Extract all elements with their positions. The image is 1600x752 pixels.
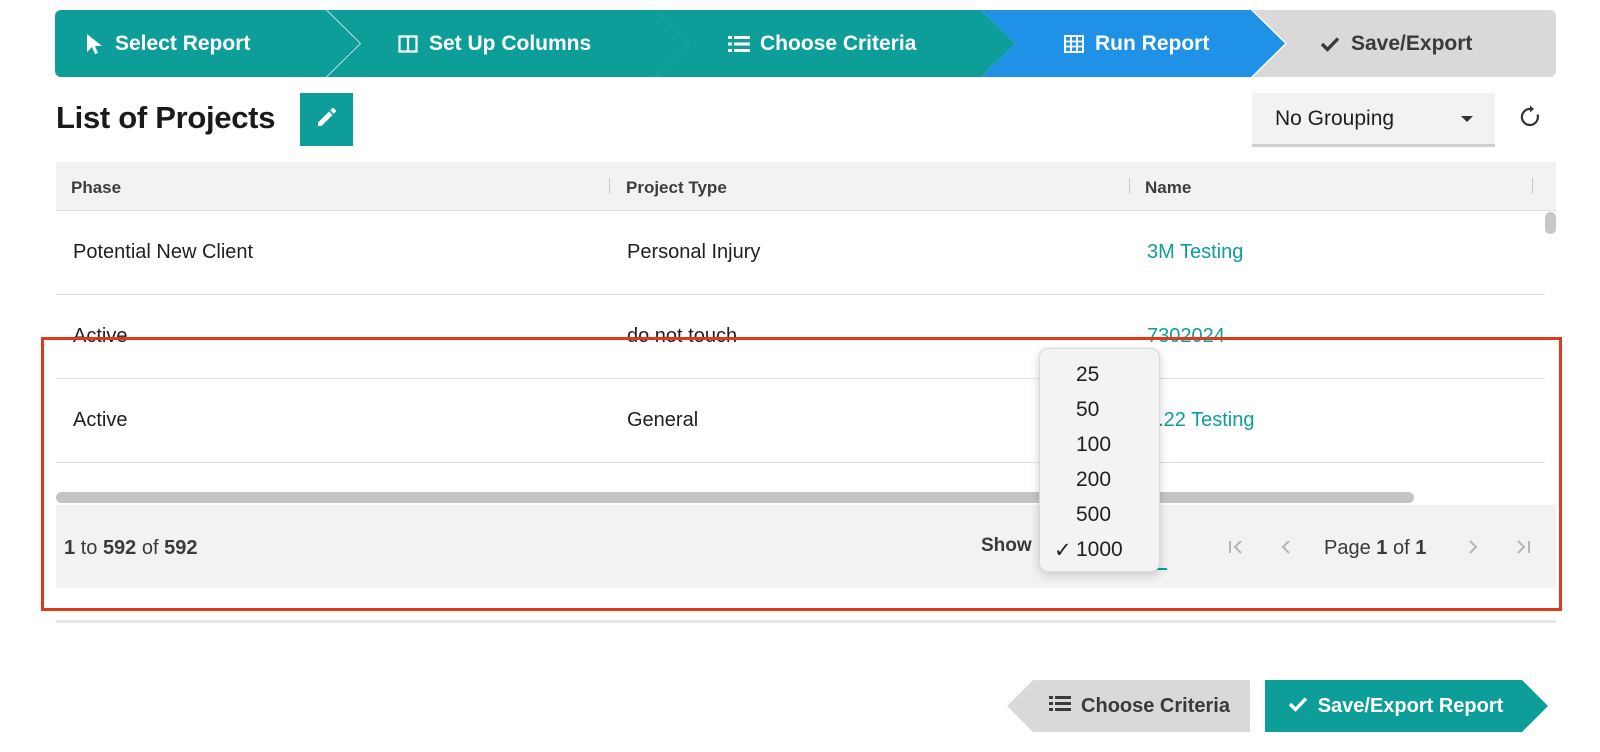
column-header-phase[interactable]: Phase <box>71 178 122 197</box>
table-row[interactable]: Active do not touch 7302024 <box>56 296 1545 379</box>
range-to-word: to <box>80 537 98 559</box>
cell-phase: Active <box>73 409 128 431</box>
range-from: 1 <box>64 537 76 559</box>
cell-phase: Active <box>73 325 128 347</box>
project-name-link[interactable]: 3M Testing <box>1147 241 1244 263</box>
page-size-option-label: 1000 <box>1076 538 1123 561</box>
columns-icon <box>397 33 419 55</box>
horizontal-scrollbar-track[interactable] <box>56 490 1556 504</box>
page-of-word: of <box>1392 537 1410 559</box>
record-range: 1 to 592 of 592 <box>64 537 198 560</box>
wizard-step-label: Save/Export <box>1351 31 1473 55</box>
section-divider <box>56 620 1556 623</box>
project-name-link[interactable]: 7302024 <box>1147 325 1225 347</box>
page-current: 1 <box>1376 537 1388 559</box>
next-button-label: Save/Export Report <box>1317 694 1504 717</box>
page-size-option-selected[interactable]: ✓ 1000 <box>1054 538 1123 562</box>
page-size-option[interactable]: 500 <box>1076 503 1112 526</box>
column-header-project-type[interactable]: Project Type <box>626 178 727 197</box>
wizard-step-label: Select Report <box>115 31 251 55</box>
cell-phase: Potential New Client <box>73 241 254 263</box>
range-total: 592 <box>164 537 198 559</box>
table-header: Phase Project Type Name <box>56 162 1556 211</box>
refresh-icon <box>1518 105 1542 134</box>
previous-page-button[interactable] <box>1274 535 1298 559</box>
back-to-choose-criteria-button[interactable]: Choose Criteria <box>1007 680 1250 732</box>
chevron-left-icon <box>1281 540 1290 554</box>
first-page-button[interactable] <box>1224 535 1248 559</box>
pagination-bar: 1 to 592 of 592 Show Page 1 of 1 <box>56 505 1556 588</box>
column-resize-handle[interactable] <box>1532 178 1533 194</box>
column-resize-handle[interactable] <box>1129 178 1130 194</box>
column-resize-handle[interactable] <box>609 178 610 194</box>
pencil-icon <box>315 105 339 134</box>
wizard-step-label: Set Up Columns <box>429 31 592 55</box>
page-word: Page <box>1324 537 1371 559</box>
report-wizard: Select Report Set Up Columns Choose Crit… <box>55 10 1556 77</box>
last-page-icon <box>1517 540 1530 554</box>
check-icon <box>1319 33 1341 55</box>
page-size-option[interactable]: 200 <box>1076 468 1112 491</box>
caret-down-icon <box>1461 116 1473 122</box>
horizontal-scrollbar-thumb[interactable] <box>56 492 1414 503</box>
list-icon <box>1049 695 1072 718</box>
save-export-report-button[interactable]: Save/Export Report <box>1265 680 1548 732</box>
page-total: 1 <box>1415 537 1427 559</box>
page-size-option[interactable]: 25 <box>1076 363 1100 386</box>
wizard-step-label: Run Report <box>1095 31 1210 55</box>
table-icon <box>1063 33 1085 55</box>
project-name-link[interactable]: 7.22 Testing <box>1147 409 1255 431</box>
table-row[interactable]: Active General 7.22 Testing <box>56 380 1545 463</box>
cursor-icon <box>83 33 105 55</box>
column-header-name[interactable]: Name <box>1145 178 1192 197</box>
back-button-label: Choose Criteria <box>1081 694 1230 717</box>
cell-project-type: Personal Injury <box>627 241 761 263</box>
vertical-scrollbar[interactable] <box>1545 212 1556 234</box>
wizard-step-choose-criteria[interactable]: Choose Criteria <box>655 10 1015 77</box>
next-page-button[interactable] <box>1461 535 1485 559</box>
list-icon <box>728 33 750 55</box>
range-to: 592 <box>102 537 137 559</box>
last-page-button[interactable] <box>1511 535 1535 559</box>
refresh-button[interactable] <box>1516 105 1544 133</box>
page-indicator: Page 1 of 1 <box>1324 537 1426 560</box>
edit-title-button[interactable] <box>300 93 353 146</box>
checkmark-icon: ✓ <box>1054 539 1072 562</box>
wizard-step-label: Choose Criteria <box>760 31 917 55</box>
grouping-select[interactable]: No Grouping <box>1252 93 1495 147</box>
range-of-word: of <box>141 537 159 559</box>
first-page-icon <box>1229 540 1242 554</box>
table-row[interactable]: Potential New Client Personal Injury 3M … <box>56 212 1545 295</box>
wizard-step-select-report[interactable]: Select Report <box>55 10 360 77</box>
page-size-label: Show <box>981 535 1032 556</box>
page-size-option[interactable]: 100 <box>1076 433 1112 456</box>
wizard-step-run-report[interactable]: Run Report <box>981 10 1285 77</box>
cell-project-type: General <box>627 409 699 431</box>
page-size-option[interactable]: 50 <box>1076 398 1100 421</box>
wizard-step-set-up-columns[interactable]: Set Up Columns <box>327 10 689 77</box>
check-icon <box>1288 695 1308 718</box>
wizard-step-save-export[interactable]: Save/Export <box>1253 10 1556 77</box>
grouping-value: No Grouping <box>1275 106 1395 130</box>
chevron-right-icon <box>1469 540 1478 554</box>
page-title: List of Projects <box>56 100 276 135</box>
page-size-dropdown: 25 50 100 200 500 ✓ 1000 <box>1039 348 1160 572</box>
cell-project-type: do not touch <box>627 325 738 347</box>
